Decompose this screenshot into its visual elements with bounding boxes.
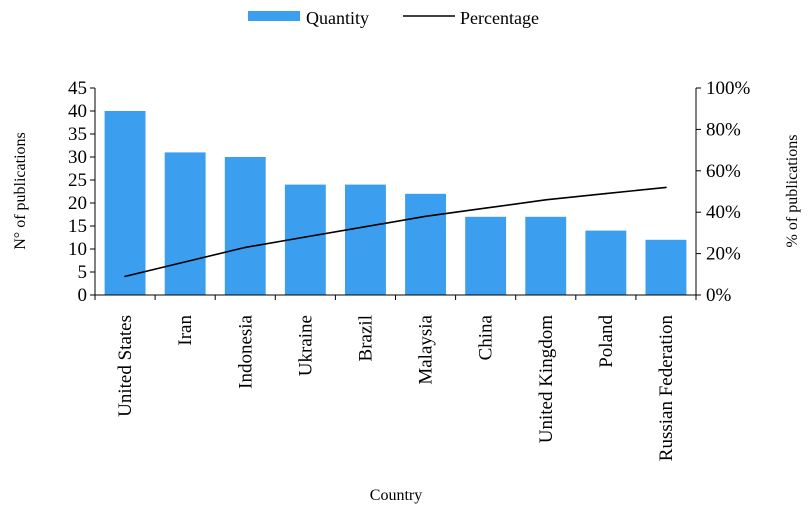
y-tick-label-left: 35: [68, 124, 87, 145]
legend-label-percentage: Percentage: [460, 8, 539, 28]
x-tick-label: China: [476, 314, 497, 360]
percentage-point: [424, 215, 427, 218]
percentage-point: [124, 275, 126, 278]
bar: [164, 152, 206, 295]
y-tick-label-right: 80%: [706, 119, 741, 140]
percentage-point: [184, 261, 186, 263]
y-tick-label-left: 30: [68, 147, 87, 168]
x-tick-label: United Kingdom: [536, 315, 557, 443]
y-tick-label-left: 40: [68, 101, 87, 122]
bar: [465, 216, 507, 295]
bar: [405, 193, 446, 295]
y-axis-right-title: % of publications: [784, 135, 801, 248]
y-tick-label-left: 45: [68, 78, 87, 99]
legend: Quantity Percentage: [248, 8, 539, 28]
x-tick-label: Indonesia: [235, 314, 256, 388]
percentage-point: [244, 246, 247, 249]
x-tick-label: Ukraine: [295, 315, 316, 376]
bar: [345, 184, 386, 295]
bars-layer: [104, 111, 687, 295]
y-tick-label-right: 20%: [706, 244, 741, 265]
y-tick-label-left: 5: [78, 262, 88, 283]
x-tick-label: Brazil: [355, 315, 376, 361]
bar: [224, 157, 266, 295]
percentage-line: [124, 186, 667, 278]
x-axis-title: Country: [370, 487, 422, 504]
y-axis-title: N° of publications: [12, 132, 29, 250]
bar: [525, 216, 567, 295]
percentage-point: [665, 186, 667, 189]
x-tick-label: United States: [115, 315, 136, 417]
percentage-point: [545, 199, 547, 201]
axes-layer: [90, 87, 701, 300]
y-tick-label-left: 0: [78, 285, 88, 306]
x-tick-label: Poland: [596, 315, 617, 368]
percentage-point: [364, 225, 367, 228]
percentage-point: [484, 207, 487, 209]
line-layer: [124, 186, 667, 278]
y-tick-label-left: 20: [68, 193, 87, 214]
percentage-point: [605, 192, 607, 195]
y-tick-label-right: 0%: [706, 285, 732, 306]
y-tick-label-right: 60%: [706, 161, 741, 182]
y-tick-label-right: 40%: [706, 202, 741, 223]
bar: [645, 239, 687, 295]
x-tick-label: Malaysia: [416, 314, 437, 384]
legend-label-quantity: Quantity: [306, 8, 369, 28]
percentage-point: [304, 236, 307, 238]
bar: [104, 111, 146, 295]
y-tick-label-left: 25: [68, 170, 87, 191]
y-tick-label-left: 10: [68, 239, 87, 260]
legend-swatch-quantity: [248, 11, 300, 21]
bar: [585, 230, 627, 295]
y-tick-label-right: 100%: [706, 78, 751, 99]
x-tick-label: Russian Federation: [656, 315, 677, 462]
x-tick-label: Iran: [175, 315, 196, 346]
y-tick-label-left: 15: [68, 216, 87, 237]
